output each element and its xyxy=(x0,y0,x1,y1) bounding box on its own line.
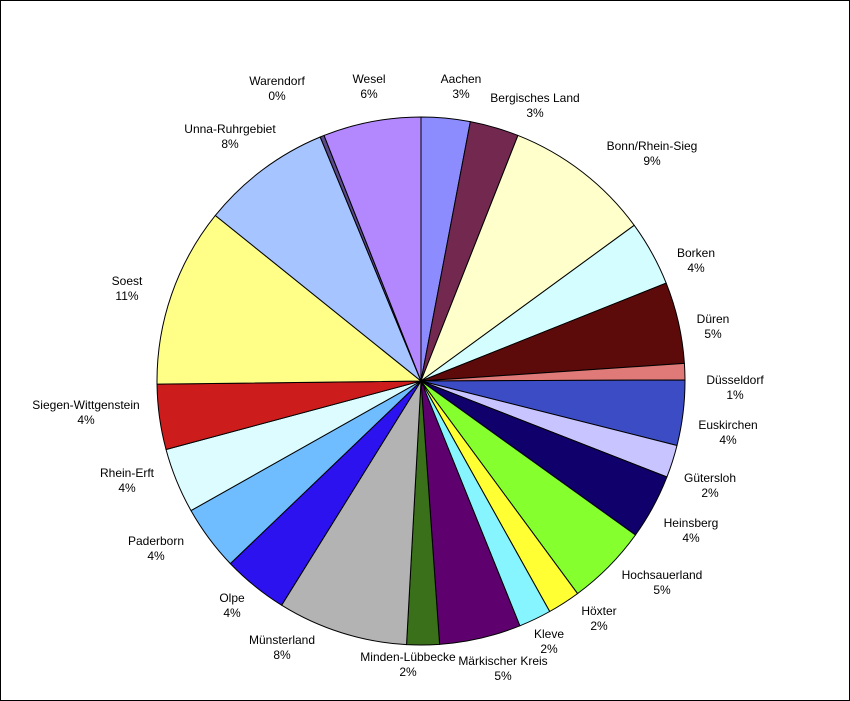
slice-percent: 8% xyxy=(221,137,239,151)
slice-label-maerkischer-kreis: Märkischer Kreis 5% xyxy=(458,654,547,683)
slice-label-kleve: Kleve 2% xyxy=(534,627,564,656)
slice-percent: 5% xyxy=(704,327,722,341)
slice-name: Warendorf xyxy=(249,74,305,88)
slice-name: Borken xyxy=(677,246,715,260)
slice-percent: 5% xyxy=(653,583,671,597)
slice-label-siegen-wittgenstein: Siegen-Wittgenstein 4% xyxy=(32,398,139,427)
slice-percent: 9% xyxy=(643,154,661,168)
slice-label-olpe: Olpe 4% xyxy=(219,591,245,620)
slice-label-duesseldorf: Düsseldorf 1% xyxy=(706,373,764,402)
slice-percent: 8% xyxy=(273,648,291,662)
slice-label-unna-ruhrgebiet: Unna-Ruhrgebiet 8% xyxy=(184,122,276,151)
pie-slice-wesel xyxy=(323,116,422,382)
slice-name: Düren xyxy=(697,312,730,326)
slice-name: Minden-Lübbecke xyxy=(360,650,456,664)
slice-name: Höxter xyxy=(581,604,616,618)
slice-label-guetersloh: Gütersloh 2% xyxy=(684,471,736,500)
slice-percent: 4% xyxy=(682,531,700,545)
slice-label-bergisches-land: Bergisches Land 3% xyxy=(490,91,579,120)
slice-percent: 2% xyxy=(701,486,719,500)
slice-label-minden-luebbecke: Minden-Lübbecke 2% xyxy=(360,650,456,679)
slice-percent: 4% xyxy=(77,413,95,427)
slice-label-paderborn: Paderborn 4% xyxy=(128,534,184,563)
slice-percent: 3% xyxy=(452,87,470,101)
slice-percent: 4% xyxy=(147,549,165,563)
pie-slice-soest xyxy=(156,214,422,385)
slice-percent: 0% xyxy=(268,89,286,103)
slice-percent: 1% xyxy=(726,388,744,402)
slice-name: Hochsauerland xyxy=(622,568,703,582)
slice-percent: 2% xyxy=(590,619,608,633)
slice-name: Gütersloh xyxy=(684,471,736,485)
slice-name: Olpe xyxy=(219,591,245,605)
slice-percent: 11% xyxy=(115,289,138,303)
slice-label-soest: Soest 11% xyxy=(112,274,143,303)
slice-label-dueren: Düren 5% xyxy=(697,312,730,341)
slice-name: Kleve xyxy=(534,627,564,641)
slice-name: Bergisches Land xyxy=(490,91,579,105)
slice-percent: 4% xyxy=(118,481,136,495)
slice-name: Siegen-Wittgenstein xyxy=(32,398,139,412)
slice-name: Heinsberg xyxy=(664,516,719,530)
slice-label-bonn-rhein-sieg: Bonn/Rhein-Sieg 9% xyxy=(607,139,698,168)
slice-name: Münsterland xyxy=(249,633,315,647)
slice-name: Soest xyxy=(112,274,143,288)
slice-label-wesel: Wesel 6% xyxy=(352,72,385,101)
slice-name: Wesel xyxy=(352,72,385,86)
slice-label-heinsberg: Heinsberg 4% xyxy=(664,516,719,545)
slice-percent: 2% xyxy=(540,642,558,656)
slice-label-muensterland: Münsterland 8% xyxy=(249,633,315,662)
slice-label-rhein-erft: Rhein-Erft 4% xyxy=(100,466,155,495)
slice-name: Paderborn xyxy=(128,534,184,548)
slice-name: Düsseldorf xyxy=(706,373,764,387)
pie-slices xyxy=(156,116,686,646)
slice-label-aachen: Aachen 3% xyxy=(441,72,482,101)
slice-name: Rhein-Erft xyxy=(100,466,155,480)
slice-percent: 5% xyxy=(494,669,512,683)
pie-slice-bonn-rhein-sieg xyxy=(420,134,635,382)
slice-percent: 3% xyxy=(526,106,544,120)
slice-label-euskirchen: Euskirchen 4% xyxy=(698,418,757,447)
slice-percent: 4% xyxy=(719,433,737,447)
slice-label-warendorf: Warendorf 0% xyxy=(249,74,305,103)
slice-percent: 6% xyxy=(360,87,378,101)
slice-name: Euskirchen xyxy=(698,418,757,432)
slice-name: Aachen xyxy=(441,72,482,86)
pie-slice-muensterland xyxy=(281,380,422,646)
slice-percent: 4% xyxy=(223,606,241,620)
slice-name: Bonn/Rhein-Sieg xyxy=(607,139,698,153)
slice-label-borken: Borken 4% xyxy=(677,246,715,275)
slice-name: Märkischer Kreis xyxy=(458,654,547,668)
pie-slice-unna-ruhrgebiet xyxy=(214,136,422,382)
slice-name: Unna-Ruhrgebiet xyxy=(184,122,276,136)
slice-percent: 4% xyxy=(687,261,705,275)
slice-label-hochsauerland: Hochsauerland 5% xyxy=(622,568,703,597)
slice-label-hoexter: Höxter 2% xyxy=(581,604,616,633)
pie-labels: Aachen 3% Bergisches Land 3%Bonn/Rhein-Sieg… xyxy=(32,72,764,683)
slice-percent: 2% xyxy=(399,665,417,679)
